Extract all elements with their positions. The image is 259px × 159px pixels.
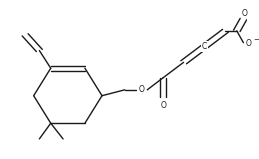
- Text: O: O: [245, 39, 251, 48]
- Text: O: O: [139, 85, 145, 94]
- Text: C: C: [202, 42, 207, 51]
- Text: −: −: [253, 37, 259, 42]
- Text: O: O: [161, 101, 167, 110]
- Text: O: O: [241, 9, 247, 18]
